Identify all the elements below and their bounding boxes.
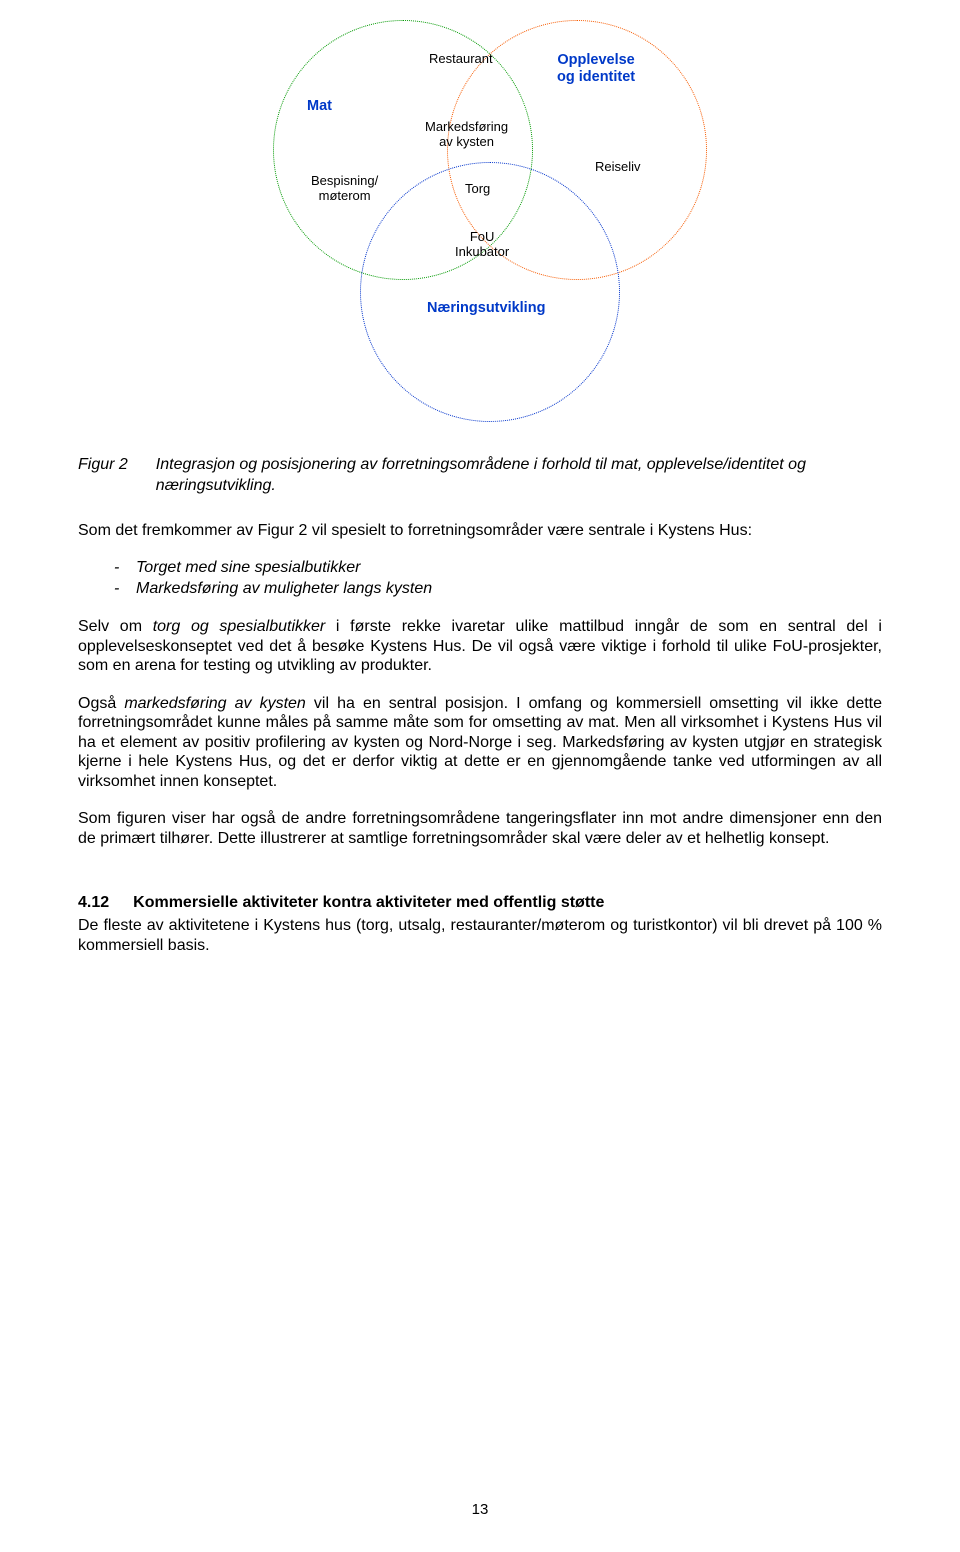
label-naering: Næringsutvikling <box>427 300 545 317</box>
bullet-list: Torget med sine spesialbutikker Markedsf… <box>78 558 882 599</box>
list-item: Markedsføring av muligheter langs kysten <box>136 579 882 599</box>
text-italic: torg og spesialbutikker <box>153 618 326 635</box>
label-reiseliv: Reiseliv <box>595 160 641 175</box>
heading-text: Kommersielle aktiviteter kontra aktivite… <box>133 894 604 912</box>
paragraph-intro: Som det fremkommer av Figur 2 vil spesie… <box>78 521 882 541</box>
heading-number: 4.12 <box>78 894 109 912</box>
paragraph-ogsaa: Også markedsføring av kysten vil ha en s… <box>78 694 882 792</box>
text: Selv om <box>78 618 153 635</box>
figure-caption-text: Integrasjon og posisjonering av forretni… <box>156 455 882 497</box>
circle-naering <box>360 162 620 422</box>
venn-diagram: Mat Restaurant Opplevelse og identitet M… <box>225 30 735 425</box>
text: Også <box>78 695 124 712</box>
paragraph-somfig: Som figuren viser har også de andre forr… <box>78 809 882 848</box>
label-torg: Torg <box>465 182 490 197</box>
section-heading: 4.12 Kommersielle aktiviteter kontra akt… <box>78 894 882 912</box>
label-fou: FoU Inkubator <box>455 230 509 260</box>
label-markedsforing: Markedsføring av kysten <box>425 120 508 150</box>
list-item: Torget med sine spesialbutikker <box>136 558 882 578</box>
text-italic: markedsføring av kysten <box>124 695 306 712</box>
paragraph-selvom: Selv om torg og spesialbutikker i første… <box>78 617 882 676</box>
figure-number: Figur 2 <box>78 455 128 497</box>
page-number: 13 <box>0 1501 960 1518</box>
figure-caption: Figur 2 Integrasjon og posisjonering av … <box>78 455 882 497</box>
label-bespisning: Bespisning/ møterom <box>311 174 378 204</box>
label-opplevelse: Opplevelse og identitet <box>557 52 635 85</box>
label-mat: Mat <box>307 98 332 115</box>
paragraph-last: De fleste av aktivitetene i Kystens hus … <box>78 916 882 955</box>
label-restaurant: Restaurant <box>429 52 493 67</box>
